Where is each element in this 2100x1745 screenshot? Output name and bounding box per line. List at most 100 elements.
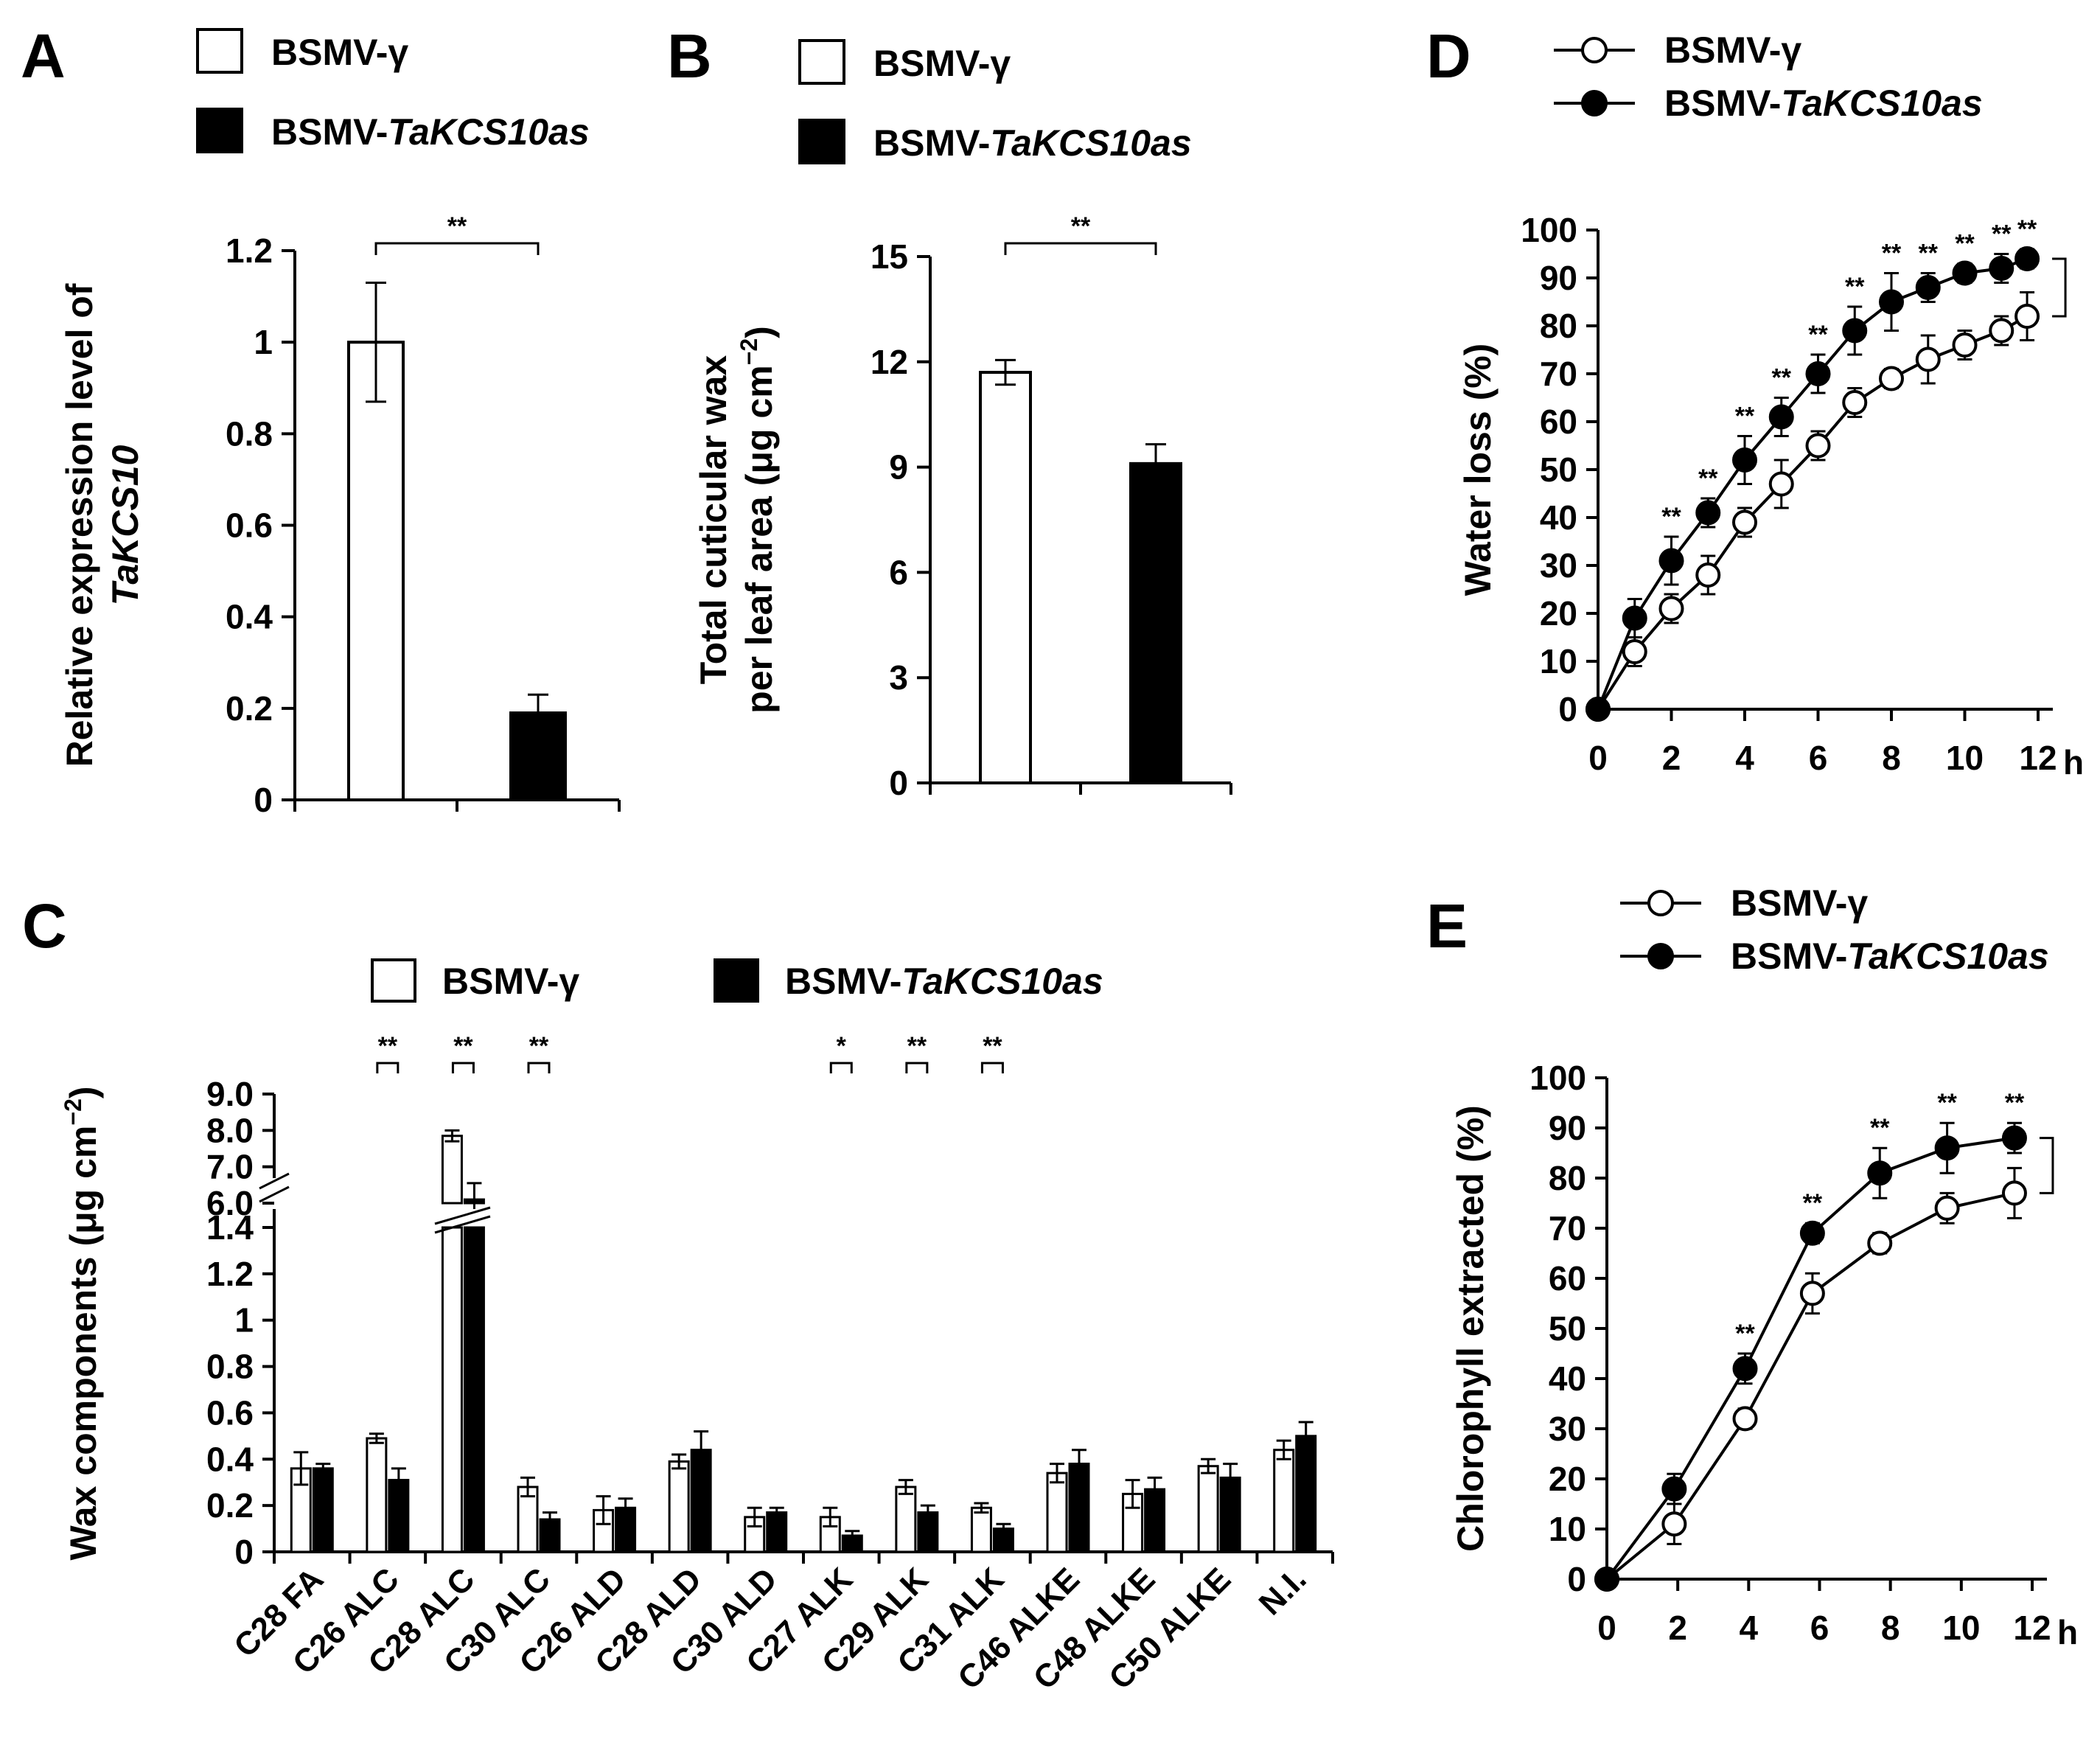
y-tick-label: 0.4 bbox=[226, 598, 273, 636]
legend-label: BSMV-γ bbox=[1731, 882, 1868, 924]
significance-label: ** bbox=[453, 1032, 473, 1060]
y-tick-label: 20 bbox=[1549, 1460, 1586, 1498]
y-tick-label: 30 bbox=[1549, 1410, 1586, 1448]
y-tick-label: 60 bbox=[1549, 1259, 1586, 1298]
bar bbox=[1197, 1465, 1219, 1553]
data-point bbox=[1658, 596, 1684, 621]
x-tick-label: 4 bbox=[1740, 1609, 1759, 1647]
error-bar bbox=[528, 693, 548, 733]
significance-label: ** bbox=[378, 1032, 398, 1060]
legend-marker bbox=[1581, 37, 1608, 63]
y-tick-label: 1.4 bbox=[206, 1208, 254, 1247]
legend-swatch bbox=[371, 958, 416, 1003]
data-point bbox=[1658, 548, 1684, 574]
y-tick-label: 15 bbox=[871, 237, 908, 276]
data-point bbox=[1586, 697, 1611, 722]
y-tick-label: 6 bbox=[889, 553, 908, 591]
bar bbox=[970, 1506, 992, 1553]
y-tick-label: 80 bbox=[1549, 1159, 1586, 1197]
significance-label: ** bbox=[1071, 212, 1091, 240]
significance-label: ** bbox=[1937, 1089, 1957, 1117]
panel-label: C bbox=[22, 891, 67, 961]
data-point bbox=[1934, 1195, 1960, 1221]
legend-label: BSMV-TaKCS10as bbox=[1664, 83, 1983, 124]
y-tick-label: 10 bbox=[1549, 1510, 1586, 1548]
axis-break-mark bbox=[259, 1172, 290, 1190]
x-tick-label: 6 bbox=[1809, 739, 1828, 777]
significance-bracket bbox=[829, 1062, 853, 1073]
y-axis-label: Water loss (%) bbox=[1457, 344, 1499, 596]
error-bar bbox=[845, 1530, 860, 1542]
significance-bracket bbox=[980, 1062, 1004, 1073]
x-tick-label: 0 bbox=[1597, 1609, 1616, 1647]
y-tick-label: 50 bbox=[1549, 1309, 1586, 1348]
y-tick-label: 90 bbox=[1540, 259, 1577, 297]
y-tick-label: 60 bbox=[1540, 403, 1577, 441]
data-point bbox=[1695, 562, 1721, 588]
panel-b: B BSMV-γ BSMV-TaKCS10as 0 3 6 9 12 15 ** Total cut… bbox=[667, 21, 1232, 802]
data-point bbox=[1661, 1511, 1687, 1537]
data-point bbox=[1915, 275, 1941, 300]
error-bar bbox=[618, 1497, 633, 1519]
data-point bbox=[1879, 366, 1904, 391]
axis-break-mark bbox=[259, 1185, 290, 1203]
data-point bbox=[1952, 332, 1978, 358]
error-bar bbox=[1223, 1463, 1238, 1493]
legend-swatch bbox=[196, 108, 243, 153]
error-bar bbox=[898, 1479, 913, 1495]
y-tick-label: 40 bbox=[1540, 498, 1577, 537]
data-point bbox=[1989, 318, 2014, 344]
axis-break-mark bbox=[434, 1206, 491, 1225]
data-point bbox=[1989, 256, 2014, 281]
y-axis-label: Chlorophyll extracted (%) bbox=[1450, 1105, 1491, 1552]
y-tick-label: 90 bbox=[1549, 1109, 1586, 1147]
bar bbox=[347, 341, 405, 801]
y-axis-label-line2: per leaf area (μg cm−2) bbox=[736, 326, 780, 714]
significance-label: ** bbox=[1870, 1114, 1890, 1142]
significance-bracket bbox=[451, 1062, 475, 1073]
axis-break-gap bbox=[435, 1209, 486, 1218]
y-axis-label-line2: TaKCS10 bbox=[105, 445, 146, 605]
y-tick-label: 6.0 bbox=[206, 1184, 254, 1222]
error-bar bbox=[823, 1506, 838, 1528]
significance-bracket bbox=[527, 1062, 551, 1073]
bar-lower-segment bbox=[463, 1226, 485, 1553]
significance-label: ** bbox=[983, 1032, 1002, 1060]
error-bar bbox=[1050, 1463, 1064, 1484]
y-tick-label: 0 bbox=[1558, 690, 1577, 728]
y-tick-label: 70 bbox=[1540, 355, 1577, 393]
x-tick-label: 6 bbox=[1810, 1609, 1829, 1647]
y-tick-label: 0.2 bbox=[226, 689, 273, 728]
data-point bbox=[1915, 346, 1941, 372]
series-difference-bracket bbox=[2052, 257, 2067, 318]
panel-label: B bbox=[667, 21, 712, 91]
legend-marker bbox=[1647, 890, 1674, 916]
significance-marker: ** bbox=[905, 1032, 929, 1073]
panel-label: A bbox=[21, 21, 66, 91]
y-tick-label: 100 bbox=[1521, 211, 1577, 249]
x-tick-label: 10 bbox=[1946, 739, 1984, 777]
y-tick-label: 7.0 bbox=[206, 1148, 254, 1186]
x-tick-label: 12 bbox=[2019, 739, 2057, 777]
error-bar bbox=[1147, 1476, 1162, 1502]
y-tick-label: 0.8 bbox=[206, 1348, 254, 1386]
bar bbox=[1295, 1435, 1317, 1553]
significance-label: ** bbox=[1919, 240, 1939, 268]
error-bar bbox=[671, 1453, 687, 1470]
error-bar bbox=[996, 1522, 1011, 1535]
x-tick-label: 4 bbox=[1735, 739, 1754, 777]
y-tick-label: 0 bbox=[889, 764, 908, 802]
significance-bracket bbox=[1004, 242, 1157, 255]
legend-swatch bbox=[714, 958, 759, 1003]
y-tick-label: 0.2 bbox=[206, 1486, 254, 1525]
data-point bbox=[1879, 289, 1904, 315]
y-tick-label: 8.0 bbox=[206, 1111, 254, 1149]
legend-label: BSMV-γ bbox=[873, 43, 1011, 84]
error-bar bbox=[315, 1463, 331, 1474]
significance-label: ** bbox=[1955, 230, 1975, 258]
error-bar bbox=[769, 1506, 784, 1519]
error-bar bbox=[293, 1451, 309, 1486]
y-tick-label: 1 bbox=[234, 1301, 254, 1340]
